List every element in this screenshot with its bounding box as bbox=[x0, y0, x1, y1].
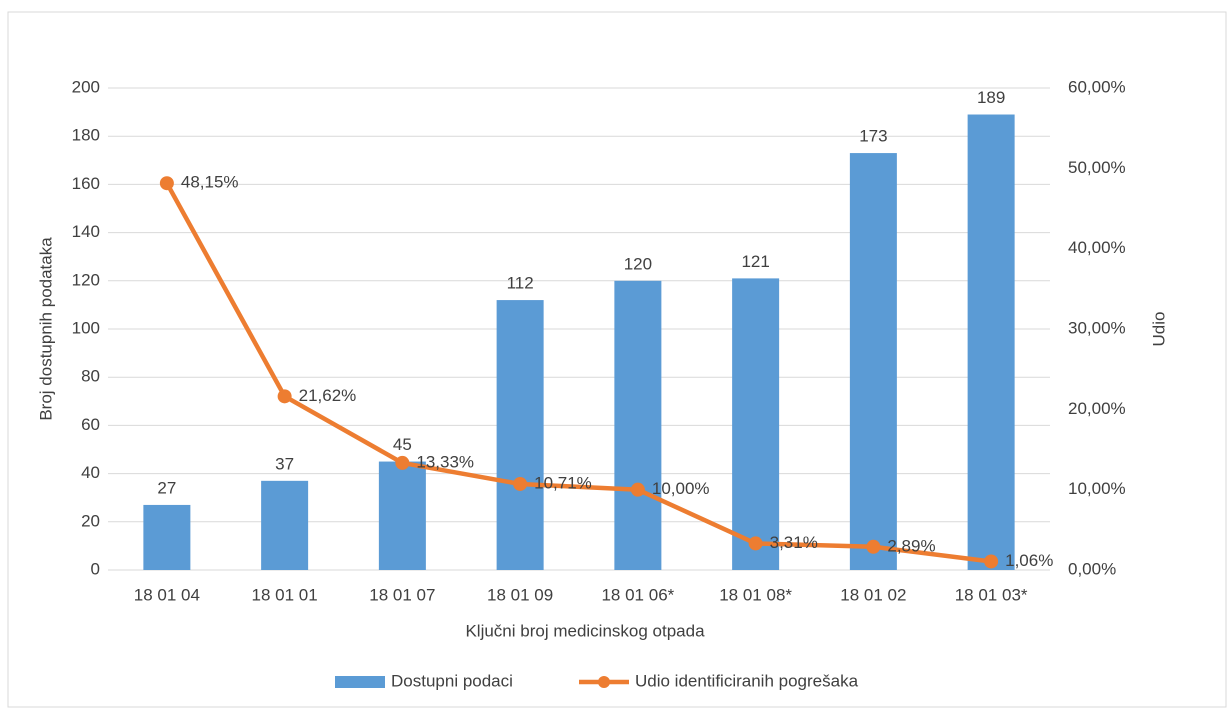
y-tick-label: 160 bbox=[72, 174, 100, 193]
x-tick-label: 18 01 03* bbox=[955, 585, 1028, 604]
bar bbox=[143, 504, 191, 570]
y-tick-label: 40 bbox=[81, 463, 100, 482]
y-tick-label: 60 bbox=[81, 415, 100, 434]
bar bbox=[967, 114, 1015, 570]
y2-tick-label: 60,00% bbox=[1068, 77, 1126, 96]
y-tick-label: 0 bbox=[91, 559, 100, 578]
y2-axis-label: Udio bbox=[1149, 312, 1168, 347]
x-axis-label: Ključni broj medicinskog otpada bbox=[465, 621, 705, 640]
y2-tick-label: 20,00% bbox=[1068, 399, 1126, 418]
legend-swatch bbox=[335, 676, 385, 688]
line-marker bbox=[630, 482, 645, 497]
bar-value-label: 45 bbox=[393, 435, 412, 454]
y2-tick-label: 40,00% bbox=[1068, 238, 1126, 257]
line-value-label: 21,62% bbox=[299, 386, 357, 405]
y-tick-label: 20 bbox=[81, 511, 100, 530]
line-marker bbox=[984, 554, 999, 569]
y2-tick-label: 30,00% bbox=[1068, 318, 1126, 337]
y-tick-label: 120 bbox=[72, 270, 100, 289]
line-value-label: 13,33% bbox=[416, 452, 474, 471]
bar bbox=[496, 300, 544, 570]
line-value-label: 2,89% bbox=[887, 536, 935, 555]
bar bbox=[261, 480, 309, 570]
line-marker bbox=[748, 536, 763, 551]
line-value-label: 3,31% bbox=[770, 533, 818, 552]
y-tick-label: 140 bbox=[72, 222, 100, 241]
legend-label: Udio identificiranih pogrešaka bbox=[635, 671, 859, 690]
y2-tick-label: 50,00% bbox=[1068, 158, 1126, 177]
x-tick-label: 18 01 08* bbox=[719, 585, 792, 604]
y-tick-label: 200 bbox=[72, 77, 100, 96]
line-value-label: 10,00% bbox=[652, 479, 710, 498]
line-marker bbox=[866, 539, 881, 554]
line-marker bbox=[395, 455, 410, 470]
line-value-label: 1,06% bbox=[1005, 551, 1053, 570]
bar bbox=[614, 280, 662, 570]
bar-value-label: 173 bbox=[859, 127, 887, 146]
line-marker bbox=[513, 476, 528, 491]
bar bbox=[849, 153, 897, 570]
y-tick-label: 180 bbox=[72, 126, 100, 145]
y2-tick-label: 0,00% bbox=[1068, 559, 1116, 578]
bar bbox=[378, 461, 426, 570]
legend-swatch-marker bbox=[598, 676, 610, 688]
x-tick-label: 18 01 02 bbox=[840, 585, 906, 604]
legend-label: Dostupni podaci bbox=[391, 671, 513, 690]
x-tick-label: 18 01 06* bbox=[601, 585, 674, 604]
y2-tick-label: 10,00% bbox=[1068, 479, 1126, 498]
y-tick-label: 80 bbox=[81, 367, 100, 386]
bar-value-label: 27 bbox=[157, 478, 176, 497]
x-tick-label: 18 01 07 bbox=[369, 585, 435, 604]
line-value-label: 48,15% bbox=[181, 173, 239, 192]
x-tick-label: 18 01 04 bbox=[134, 585, 200, 604]
bar-value-label: 112 bbox=[507, 274, 534, 293]
line-marker bbox=[277, 389, 292, 404]
line bbox=[164, 182, 992, 564]
bar-value-label: 121 bbox=[741, 252, 769, 271]
line-value-label: 10,71% bbox=[534, 473, 592, 492]
bar-value-label: 189 bbox=[977, 88, 1005, 107]
bar-value-label: 37 bbox=[275, 454, 294, 473]
bar bbox=[732, 278, 780, 570]
y-axis-label: Broj dostupnih podataka bbox=[36, 237, 55, 421]
y-tick-label: 100 bbox=[72, 318, 100, 337]
x-tick-label: 18 01 01 bbox=[252, 585, 318, 604]
x-tick-label: 18 01 09 bbox=[487, 585, 553, 604]
line-marker bbox=[159, 176, 174, 191]
bar-value-label: 120 bbox=[624, 254, 652, 273]
